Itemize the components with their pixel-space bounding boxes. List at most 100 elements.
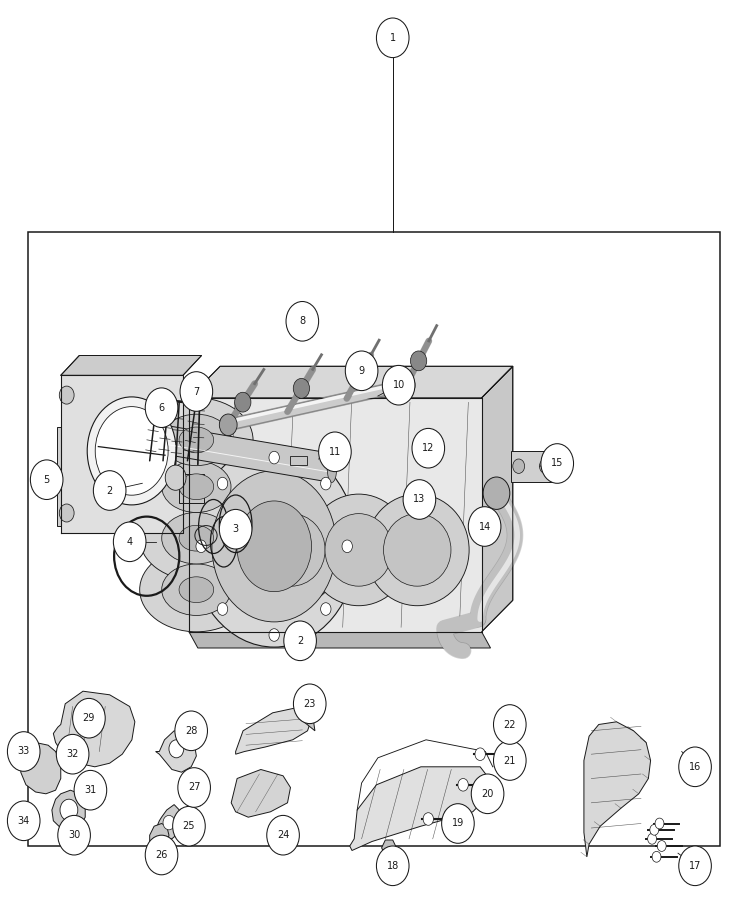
Circle shape bbox=[173, 806, 205, 846]
Text: 28: 28 bbox=[185, 725, 197, 736]
Bar bbox=[511, 451, 552, 482]
Polygon shape bbox=[61, 356, 202, 375]
Circle shape bbox=[321, 477, 331, 490]
Circle shape bbox=[376, 18, 409, 58]
Circle shape bbox=[652, 851, 661, 862]
Circle shape bbox=[382, 365, 415, 405]
Polygon shape bbox=[189, 398, 482, 632]
Ellipse shape bbox=[384, 514, 451, 586]
Polygon shape bbox=[150, 824, 169, 857]
Circle shape bbox=[655, 818, 664, 829]
Circle shape bbox=[423, 813, 433, 825]
Circle shape bbox=[342, 540, 353, 553]
Polygon shape bbox=[584, 722, 651, 857]
Ellipse shape bbox=[179, 473, 213, 500]
Text: 34: 34 bbox=[18, 815, 30, 826]
Polygon shape bbox=[231, 770, 290, 817]
Circle shape bbox=[494, 705, 526, 744]
Circle shape bbox=[60, 799, 78, 821]
Circle shape bbox=[319, 432, 351, 472]
Circle shape bbox=[293, 379, 310, 399]
Circle shape bbox=[113, 522, 146, 562]
Circle shape bbox=[165, 465, 186, 491]
Circle shape bbox=[7, 732, 40, 771]
Ellipse shape bbox=[139, 547, 253, 632]
Ellipse shape bbox=[141, 422, 150, 451]
Circle shape bbox=[237, 501, 311, 591]
Ellipse shape bbox=[162, 564, 231, 616]
Circle shape bbox=[212, 471, 336, 622]
Circle shape bbox=[345, 351, 378, 391]
Text: 9: 9 bbox=[359, 365, 365, 376]
Text: 1: 1 bbox=[390, 32, 396, 43]
Circle shape bbox=[352, 364, 368, 384]
Circle shape bbox=[650, 824, 659, 835]
Circle shape bbox=[169, 740, 184, 758]
Circle shape bbox=[56, 734, 89, 774]
Polygon shape bbox=[382, 840, 396, 856]
Ellipse shape bbox=[179, 526, 213, 551]
Circle shape bbox=[541, 444, 574, 483]
Ellipse shape bbox=[139, 445, 253, 529]
Circle shape bbox=[191, 446, 357, 647]
Circle shape bbox=[30, 460, 63, 500]
Ellipse shape bbox=[162, 461, 231, 512]
Circle shape bbox=[59, 504, 74, 522]
Circle shape bbox=[286, 302, 319, 341]
Text: 31: 31 bbox=[84, 785, 96, 796]
Ellipse shape bbox=[179, 577, 213, 603]
Polygon shape bbox=[183, 441, 191, 468]
Circle shape bbox=[59, 386, 74, 404]
Text: 30: 30 bbox=[68, 830, 80, 841]
Circle shape bbox=[403, 480, 436, 519]
Text: 20: 20 bbox=[482, 788, 494, 799]
Ellipse shape bbox=[325, 514, 393, 586]
Ellipse shape bbox=[162, 512, 231, 564]
Text: 16: 16 bbox=[689, 761, 701, 772]
Circle shape bbox=[62, 834, 74, 849]
Polygon shape bbox=[302, 706, 315, 731]
Text: 14: 14 bbox=[479, 521, 491, 532]
Circle shape bbox=[679, 846, 711, 886]
Circle shape bbox=[74, 770, 107, 810]
Ellipse shape bbox=[328, 454, 336, 482]
Circle shape bbox=[163, 815, 175, 830]
Circle shape bbox=[458, 778, 468, 791]
Circle shape bbox=[679, 747, 711, 787]
Circle shape bbox=[475, 748, 485, 760]
Circle shape bbox=[180, 372, 213, 411]
Circle shape bbox=[219, 509, 252, 549]
Text: 29: 29 bbox=[83, 713, 95, 724]
Text: 23: 23 bbox=[304, 698, 316, 709]
Circle shape bbox=[648, 833, 657, 844]
Ellipse shape bbox=[139, 398, 253, 482]
Circle shape bbox=[190, 785, 199, 796]
Circle shape bbox=[235, 392, 251, 412]
Ellipse shape bbox=[179, 428, 213, 453]
Bar bbox=[28, 232, 720, 846]
Text: 12: 12 bbox=[422, 443, 434, 454]
Ellipse shape bbox=[307, 494, 411, 606]
Polygon shape bbox=[21, 742, 61, 794]
Text: 13: 13 bbox=[413, 494, 425, 505]
Circle shape bbox=[657, 841, 666, 851]
Text: 17: 17 bbox=[689, 860, 701, 871]
Circle shape bbox=[321, 603, 331, 616]
Text: 18: 18 bbox=[387, 860, 399, 871]
Polygon shape bbox=[57, 427, 96, 526]
Circle shape bbox=[196, 540, 206, 553]
Circle shape bbox=[151, 837, 163, 851]
Circle shape bbox=[217, 603, 227, 616]
Circle shape bbox=[87, 397, 176, 505]
Text: 27: 27 bbox=[188, 782, 200, 793]
Circle shape bbox=[471, 774, 504, 814]
Text: 10: 10 bbox=[393, 380, 405, 391]
Polygon shape bbox=[179, 474, 204, 503]
Text: 22: 22 bbox=[504, 719, 516, 730]
Text: 32: 32 bbox=[67, 749, 79, 760]
Ellipse shape bbox=[239, 494, 343, 606]
Text: 33: 33 bbox=[18, 746, 30, 757]
Text: 4: 4 bbox=[127, 536, 133, 547]
Polygon shape bbox=[236, 706, 313, 754]
Circle shape bbox=[293, 684, 326, 724]
